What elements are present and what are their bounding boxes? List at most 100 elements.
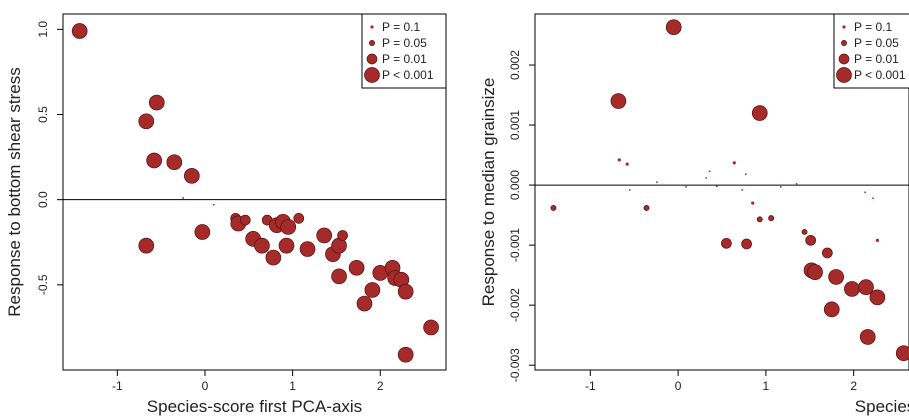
point — [146, 152, 162, 169]
y-tick-label: 0.000 — [508, 170, 522, 200]
legend-marker — [369, 40, 375, 46]
x-tick-label: -1 — [112, 379, 123, 393]
point — [858, 279, 874, 296]
y-tick-label: -0.5 — [36, 274, 50, 295]
point — [751, 201, 755, 205]
point — [708, 170, 711, 173]
point — [665, 19, 682, 36]
point — [628, 188, 631, 191]
point — [705, 176, 708, 179]
point — [869, 289, 886, 306]
y-tick-label: 0.0 — [36, 191, 50, 208]
point — [550, 204, 557, 211]
x-tick-label: 2 — [850, 379, 857, 393]
point — [316, 227, 333, 244]
legend-label: P = 0.1 — [854, 20, 892, 34]
legend-label: P = 0.01 — [854, 52, 899, 66]
legend-marker — [366, 53, 378, 65]
y-tick-label: -0.002 — [508, 288, 522, 322]
point — [715, 185, 718, 188]
point — [265, 249, 282, 266]
point — [183, 167, 200, 184]
point — [859, 329, 876, 345]
point — [299, 241, 316, 257]
point — [148, 94, 165, 111]
point — [741, 188, 744, 191]
point — [166, 154, 183, 171]
point — [254, 237, 270, 254]
point — [71, 23, 88, 39]
point — [872, 197, 874, 200]
point — [610, 93, 627, 109]
legend: P = 0.1 P = 0.05 P = 0.01 P < 0.001 — [833, 13, 909, 89]
panel: -1 0 1 2 1.0 0.5 0.0 -0.5 Species-score first PC… — [5, 13, 447, 416]
point — [617, 158, 621, 162]
x-axis-title: Species-score first PCA-axis — [147, 397, 362, 416]
legend-label: P < 0.001 — [854, 68, 906, 82]
legend-label: P = 0.05 — [854, 36, 899, 50]
legend-label: P = 0.05 — [382, 36, 427, 50]
point — [732, 161, 736, 165]
point — [239, 214, 251, 226]
legend-marker — [370, 25, 374, 29]
plot-frame — [534, 13, 909, 371]
legend-marker — [364, 67, 380, 83]
y-tick-label: 0.001 — [508, 110, 522, 140]
point — [768, 215, 775, 222]
point — [182, 197, 184, 199]
point — [337, 230, 348, 241]
legend-label: P < 0.001 — [382, 68, 434, 82]
point — [875, 238, 879, 242]
point — [801, 228, 808, 235]
y-tick-label: 0.002 — [508, 50, 522, 80]
legend-label: P = 0.01 — [382, 52, 427, 66]
point — [805, 234, 817, 246]
x-tick-label: 0 — [675, 379, 682, 393]
point — [138, 237, 155, 254]
point — [625, 162, 629, 166]
y-axis-title: Response to bottom shear stress — [5, 67, 24, 316]
y-tick-label: 0.5 — [36, 106, 50, 123]
point — [721, 237, 732, 249]
point — [844, 281, 860, 297]
point — [795, 182, 798, 185]
point — [685, 185, 687, 188]
point — [807, 264, 823, 280]
point — [779, 185, 782, 188]
point — [293, 213, 305, 224]
point — [756, 216, 763, 223]
point — [280, 219, 297, 235]
x-tick-label: 1 — [763, 379, 770, 393]
point — [741, 238, 752, 250]
legend-marker — [838, 53, 850, 65]
point — [895, 345, 909, 362]
point — [823, 301, 840, 318]
y-axis-title: Response to median grainsize — [479, 78, 498, 307]
point — [423, 319, 439, 336]
point — [822, 247, 833, 259]
panel: -1 0 1 2 0.002 0.001 0.000 -0.001 -0.002 -0.003 Sp… — [479, 13, 909, 416]
point — [643, 204, 650, 211]
point — [356, 295, 373, 312]
x-tick-label: 2 — [377, 379, 384, 393]
point — [397, 346, 414, 363]
point — [864, 191, 867, 194]
plot-frame — [62, 13, 447, 371]
y-tick-label: -0.001 — [508, 228, 522, 262]
legend-marker — [842, 25, 846, 29]
point — [397, 283, 414, 300]
point — [331, 268, 347, 285]
point — [138, 113, 155, 130]
point — [278, 237, 295, 254]
point — [348, 259, 365, 276]
legend-marker — [836, 67, 852, 83]
x-tick-label: 1 — [289, 379, 296, 393]
point — [751, 105, 768, 121]
point — [212, 203, 215, 206]
legend-label: P = 0.1 — [382, 20, 420, 34]
point — [364, 282, 381, 298]
point — [194, 224, 211, 240]
legend: P = 0.1 P = 0.05 P = 0.01 P < 0.001 — [361, 13, 447, 89]
x-axis-title: Species-score first PCA-axis — [855, 397, 909, 416]
